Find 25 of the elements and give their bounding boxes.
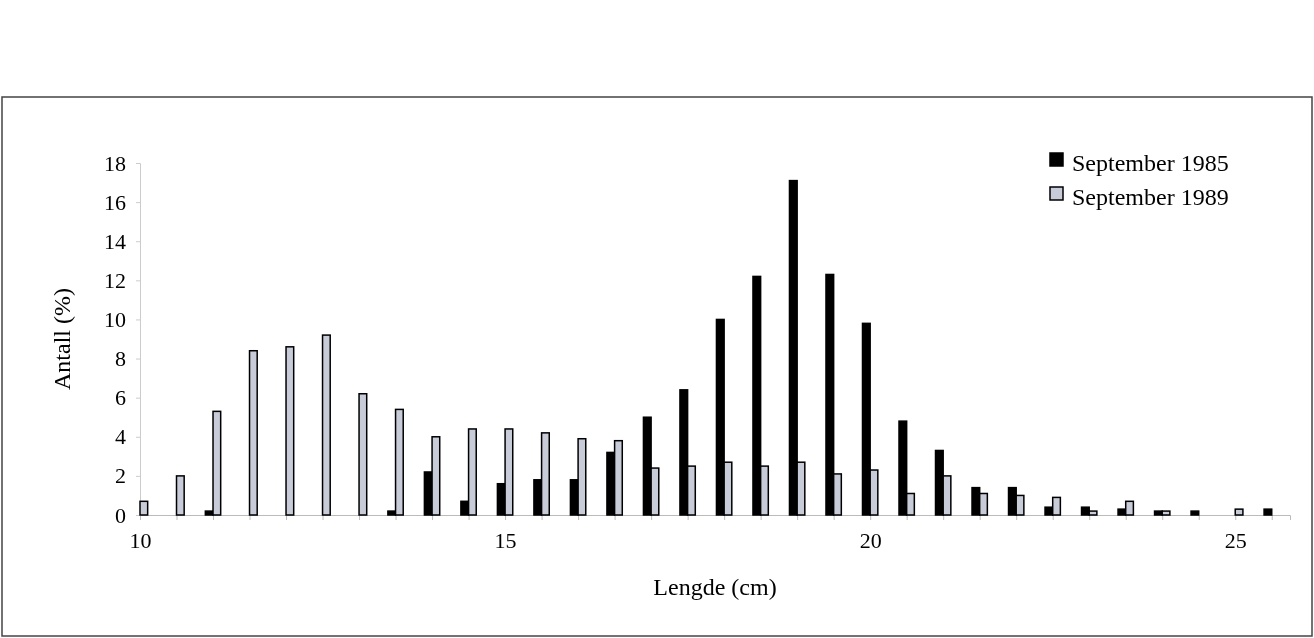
y-tick-label: 4 bbox=[115, 424, 126, 450]
x-tick-label: 15 bbox=[494, 527, 517, 553]
x-tick-label: 25 bbox=[1224, 527, 1247, 553]
y-tick-label: 14 bbox=[104, 228, 126, 254]
y-tick-label: 18 bbox=[104, 150, 126, 176]
bar bbox=[1263, 508, 1273, 516]
y-tick-label: 12 bbox=[104, 267, 126, 293]
y-tick-label: 10 bbox=[104, 306, 126, 332]
x-tick-label: 20 bbox=[859, 527, 882, 553]
bar bbox=[248, 349, 258, 516]
y-tick-label: 2 bbox=[115, 463, 126, 489]
bar bbox=[358, 393, 368, 516]
bar bbox=[1234, 508, 1244, 516]
legend-label: September 1989 bbox=[1072, 183, 1229, 210]
y-axis-title: Antall (%) bbox=[49, 288, 75, 390]
y-tick-label: 6 bbox=[115, 385, 126, 411]
legend-label: September 1985 bbox=[1072, 149, 1229, 176]
y-tick-label: 8 bbox=[115, 346, 126, 372]
y-tick-label: 16 bbox=[104, 189, 126, 215]
bar bbox=[285, 346, 295, 516]
y-tick-label: 0 bbox=[115, 502, 126, 528]
bar bbox=[321, 334, 331, 516]
bar bbox=[1190, 510, 1200, 516]
x-axis-title: Lengde (cm) bbox=[653, 574, 777, 600]
bar bbox=[175, 475, 185, 516]
